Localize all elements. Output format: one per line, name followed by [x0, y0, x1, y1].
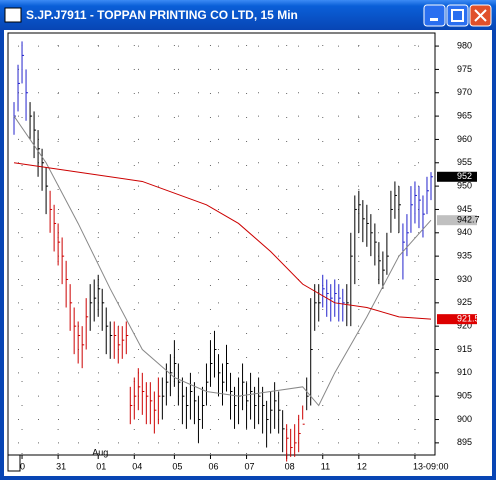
minimize-button[interactable] [423, 4, 446, 27]
moving-average [13, 162, 432, 320]
plot-frame [7, 32, 436, 456]
y-tick-label: 930 [457, 274, 472, 284]
window-title: S.JP.J7911 - TOPPAN PRINTING CO LTD, 15 … [26, 8, 298, 22]
x-tick-label: 13-09:00 [413, 461, 449, 471]
x-tick-label: 08 [285, 461, 295, 471]
last-value-box [437, 314, 477, 325]
y-tick-label: 970 [457, 87, 472, 97]
y-tick-label: 920 [457, 321, 472, 331]
x-tick-label: 06 [208, 461, 218, 471]
x-tick-label: 12 [357, 461, 367, 471]
close-icon [474, 9, 487, 22]
x-tick-label: 04 [132, 461, 142, 471]
y-tick-label: 895 [457, 437, 472, 447]
moving-average [13, 115, 432, 407]
maximize-button[interactable] [446, 4, 469, 27]
last-value-box [437, 215, 477, 226]
last-value-label: 921.5 [457, 314, 480, 324]
last-value-label: 952 [457, 171, 472, 181]
y-tick-label: 945 [457, 204, 472, 214]
y-tick-label: 910 [457, 367, 472, 377]
window-icon [4, 7, 22, 23]
x-tick-label: 07 [245, 461, 255, 471]
y-tick-label: 940 [457, 227, 472, 237]
y-tick-label: 905 [457, 391, 472, 401]
y-tick-label: 975 [457, 64, 472, 74]
x-tick-label: 31 [56, 461, 66, 471]
minimize-icon [430, 18, 438, 21]
last-value-box [437, 171, 477, 182]
y-tick-label: 900 [457, 414, 472, 424]
x-tick-label: 11 [321, 461, 330, 471]
x-tick-label: 01 [96, 461, 106, 471]
x-tick-label: 05 [172, 461, 182, 471]
y-tick-label: 965 [457, 110, 472, 120]
annotation: Aug [92, 447, 108, 457]
y-tick-label: 935 [457, 251, 472, 261]
maximize-icon [451, 9, 464, 22]
y-tick-label: 980 [457, 40, 472, 50]
y-tick-label: 960 [457, 134, 472, 144]
y-tick-label: 925 [457, 297, 472, 307]
window-buttons [423, 4, 492, 27]
last-value-label: 942.7 [457, 215, 480, 225]
title-bar [0, 0, 496, 30]
scroll-box[interactable] [7, 454, 21, 472]
x-tick-label: 0 [20, 461, 25, 471]
y-tick-label: 915 [457, 344, 472, 354]
y-tick-label: 950 [457, 180, 472, 190]
y-tick-label: 955 [457, 157, 472, 167]
